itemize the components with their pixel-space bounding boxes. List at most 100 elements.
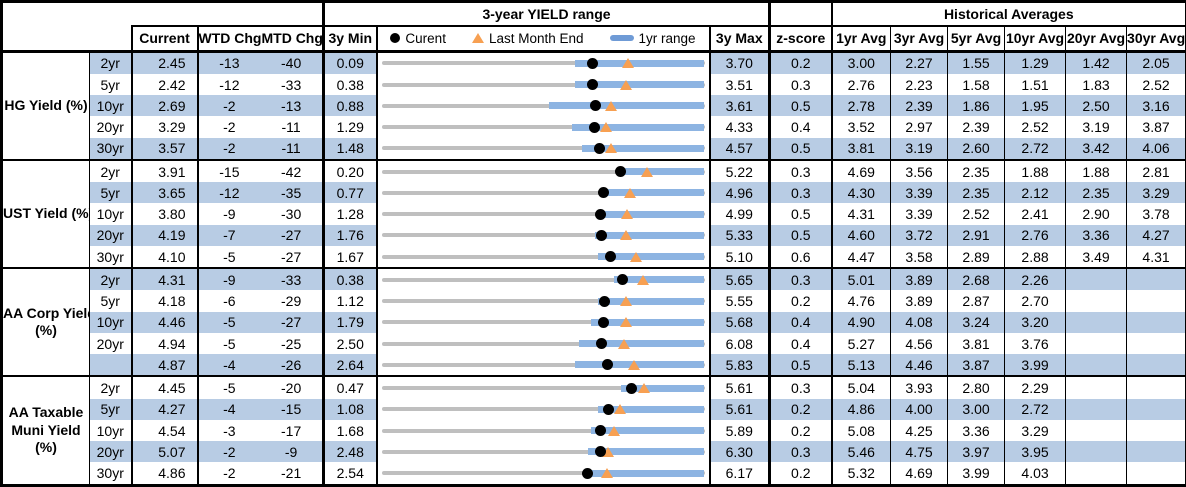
range-track-3y xyxy=(381,146,705,151)
current-dot-marker xyxy=(601,359,613,371)
avg-30yr-value xyxy=(1126,311,1186,333)
legend-1yr-range-label: 1yr range xyxy=(638,30,696,46)
current-dot-marker xyxy=(604,251,616,263)
avg-5yr-value: 2.87 xyxy=(947,290,1005,312)
wtd-mtd-change-cell: -7 -27 xyxy=(196,224,324,246)
range-plot xyxy=(381,378,705,398)
current-yield-value: 3.29 xyxy=(130,116,198,138)
range-track-3y xyxy=(381,299,705,304)
mtd-chg-value: -27 xyxy=(281,227,302,244)
avg-1yr-value: 4.30 xyxy=(830,182,891,204)
wtd-chg-value: -5 xyxy=(223,380,236,397)
wtd-chg-value: -2 xyxy=(223,443,236,460)
wtd-chg-value: -5 xyxy=(223,335,236,352)
wtd-chg-value: -9 xyxy=(223,206,236,223)
avg-3yr-value: 2.39 xyxy=(890,95,948,117)
wtd-mtd-change-cell: -4 -15 xyxy=(196,398,324,420)
tenor-cell: 20yr xyxy=(89,224,132,246)
avg-10yr-value: 2.26 xyxy=(1004,267,1066,291)
max-3y-value: 4.96 xyxy=(708,182,770,204)
range-plot-cell xyxy=(375,203,710,225)
avg-5yr-value: 1.86 xyxy=(947,95,1005,117)
range-plot-cell xyxy=(375,73,710,96)
last-month-end-triangle-marker xyxy=(602,446,615,457)
range-bar-1yr xyxy=(578,340,705,348)
range-plot xyxy=(381,270,705,290)
mtd-chg-value: -35 xyxy=(281,184,302,201)
avg-30yr-value: 4.06 xyxy=(1126,137,1186,160)
current-dot-marker xyxy=(595,425,607,437)
legend-last-month-end-label: Last Month End xyxy=(488,30,584,46)
last-month-end-triangle-marker xyxy=(624,187,637,198)
avg-3yr-value: 4.00 xyxy=(890,398,948,420)
mtd-chg-value: -20 xyxy=(281,380,302,397)
avg-5yr-value: 2.60 xyxy=(947,137,1005,160)
avg-30yr-value xyxy=(1126,398,1186,420)
range-track-3y xyxy=(381,428,705,433)
historical-averages-header: Historical Averages xyxy=(831,1,1186,28)
min-3y-value: 0.77 xyxy=(322,182,377,204)
zscore-value: 0.5 xyxy=(768,354,832,377)
tenor-cell: 2yr xyxy=(89,375,132,399)
avg-20yr-value: 2.35 xyxy=(1065,182,1127,204)
tenor-cell: 5yr xyxy=(89,398,132,420)
max-3y-value: 5.65 xyxy=(708,267,770,291)
avg-5yr-value: 2.89 xyxy=(947,245,1005,269)
range-plot xyxy=(381,399,705,420)
max-3y-value: 5.10 xyxy=(708,245,770,269)
wtd-chg-value: -12 xyxy=(219,184,240,201)
avg-20yr-value xyxy=(1065,441,1127,463)
avg-10yr-value: 2.70 xyxy=(1004,290,1066,312)
range-plot xyxy=(381,182,705,203)
avg-5yr-value: 2.91 xyxy=(947,224,1005,246)
mtd-chg-value: -13 xyxy=(281,97,302,114)
current-yield-value: 5.07 xyxy=(130,441,198,463)
current-yield-value: 2.69 xyxy=(130,95,198,117)
zscore-value: 0.5 xyxy=(768,137,832,160)
current-yield-value: 4.31 xyxy=(130,267,198,291)
avg-5yr-value: 3.81 xyxy=(947,332,1005,355)
min-3y-value: 2.50 xyxy=(322,332,377,355)
avg-1yr-value: 5.04 xyxy=(830,375,891,399)
avg-20yr-value: 3.19 xyxy=(1065,116,1127,138)
avg-20yr-value xyxy=(1065,375,1127,399)
mtd-chg-value: -17 xyxy=(281,422,302,439)
range-plot xyxy=(381,441,705,462)
min-3y-value: 1.48 xyxy=(322,137,377,160)
avg-3yr-value: 3.89 xyxy=(890,290,948,312)
min-3y-value: 0.38 xyxy=(322,267,377,291)
avg-1yr-value: 3.52 xyxy=(830,116,891,138)
zscore-value: 0.3 xyxy=(768,441,832,463)
last-month-end-triangle-marker xyxy=(638,383,651,394)
current-yield-value: 4.94 xyxy=(130,332,198,355)
column-header-20yr-avg: 20yr Avg xyxy=(1065,26,1127,53)
min-3y-value: 1.29 xyxy=(322,116,377,138)
zscore-value: 0.5 xyxy=(768,95,832,117)
current-dot-marker xyxy=(614,166,626,178)
avg-5yr-value: 2.35 xyxy=(947,182,1005,204)
min-3y-value: 1.12 xyxy=(322,290,377,312)
range-track-3y xyxy=(381,407,705,412)
avg-1yr-value: 5.01 xyxy=(830,267,891,291)
avg-5yr-value: 2.80 xyxy=(947,375,1005,399)
last-month-end-triangle-marker xyxy=(600,468,613,479)
avg-10yr-value: 2.88 xyxy=(1004,245,1066,269)
legend-current-label: Curent xyxy=(405,30,446,46)
mtd-chg-value: -11 xyxy=(281,140,301,157)
current-dot-marker xyxy=(588,121,600,133)
range-track-3y xyxy=(381,471,705,476)
zscore-value: 0.2 xyxy=(768,290,832,312)
max-3y-value: 6.30 xyxy=(708,441,770,463)
max-3y-value: 4.99 xyxy=(708,203,770,225)
avg-20yr-value: 3.36 xyxy=(1065,224,1127,246)
current-dot-marker xyxy=(594,142,606,154)
range-plot-cell xyxy=(375,137,710,160)
avg-1yr-value: 5.32 xyxy=(830,462,891,486)
min-3y-value: 0.38 xyxy=(322,73,377,96)
range-plot-cell xyxy=(375,332,710,355)
tenor-cell: 10yr xyxy=(89,95,132,117)
wtd-chg-value: -2 xyxy=(223,140,236,157)
legend-last-month-end-triangle-icon xyxy=(471,33,484,44)
avg-3yr-value: 4.08 xyxy=(890,311,948,333)
wtd-mtd-change-cell: -2 -21 xyxy=(196,462,324,486)
